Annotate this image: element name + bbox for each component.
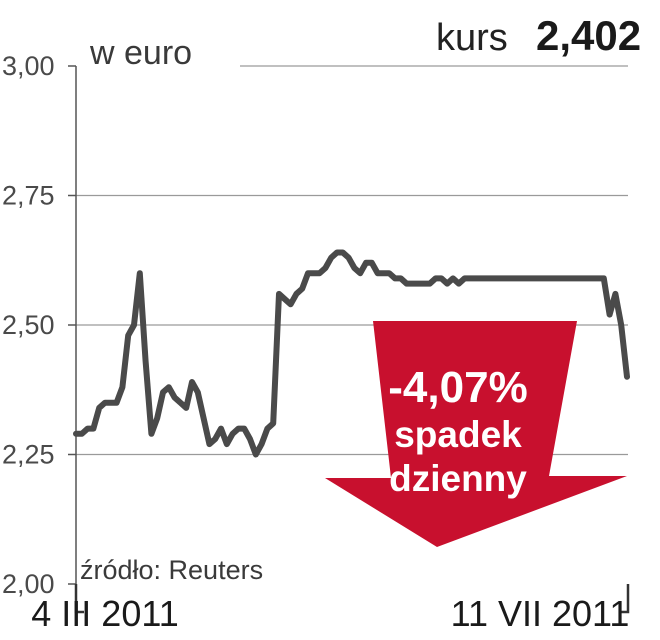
price-line (73, 249, 630, 458)
badge-change: -4,07% (388, 363, 527, 412)
x-axis (74, 584, 630, 614)
kurs-value: 2,402 (536, 12, 641, 59)
source-label: źródło: Reuters (80, 555, 263, 585)
change-badge: -4,07% spadek dzienny (325, 321, 627, 547)
kurs-label: kurs (436, 17, 508, 59)
y-tick-label: 3,00 (2, 51, 55, 81)
down-arrow-icon (325, 321, 627, 547)
x-tick-label: 4 III 2011 (31, 593, 178, 634)
kurs-readout: kurs 2,402 (436, 12, 641, 59)
x-tick-label: 11 VII 2011 (451, 593, 630, 634)
y-tick-labels: 2,00 2,25 2,50 2,75 3,00 (2, 51, 76, 599)
x-tick-labels: 4 III 2011 11 VII 2011 (31, 593, 629, 634)
badge-line2: dzienny (389, 458, 527, 499)
x-axis-bracket (74, 584, 630, 614)
y-tick-label: 2,50 (2, 310, 55, 340)
y-tick-label: 2,75 (2, 181, 55, 211)
y-tick-label: 2,25 (2, 440, 55, 470)
badge-line1: spadek (394, 414, 522, 455)
unit-label: w euro (89, 34, 192, 72)
y-tick-label: 2,00 (2, 569, 55, 599)
